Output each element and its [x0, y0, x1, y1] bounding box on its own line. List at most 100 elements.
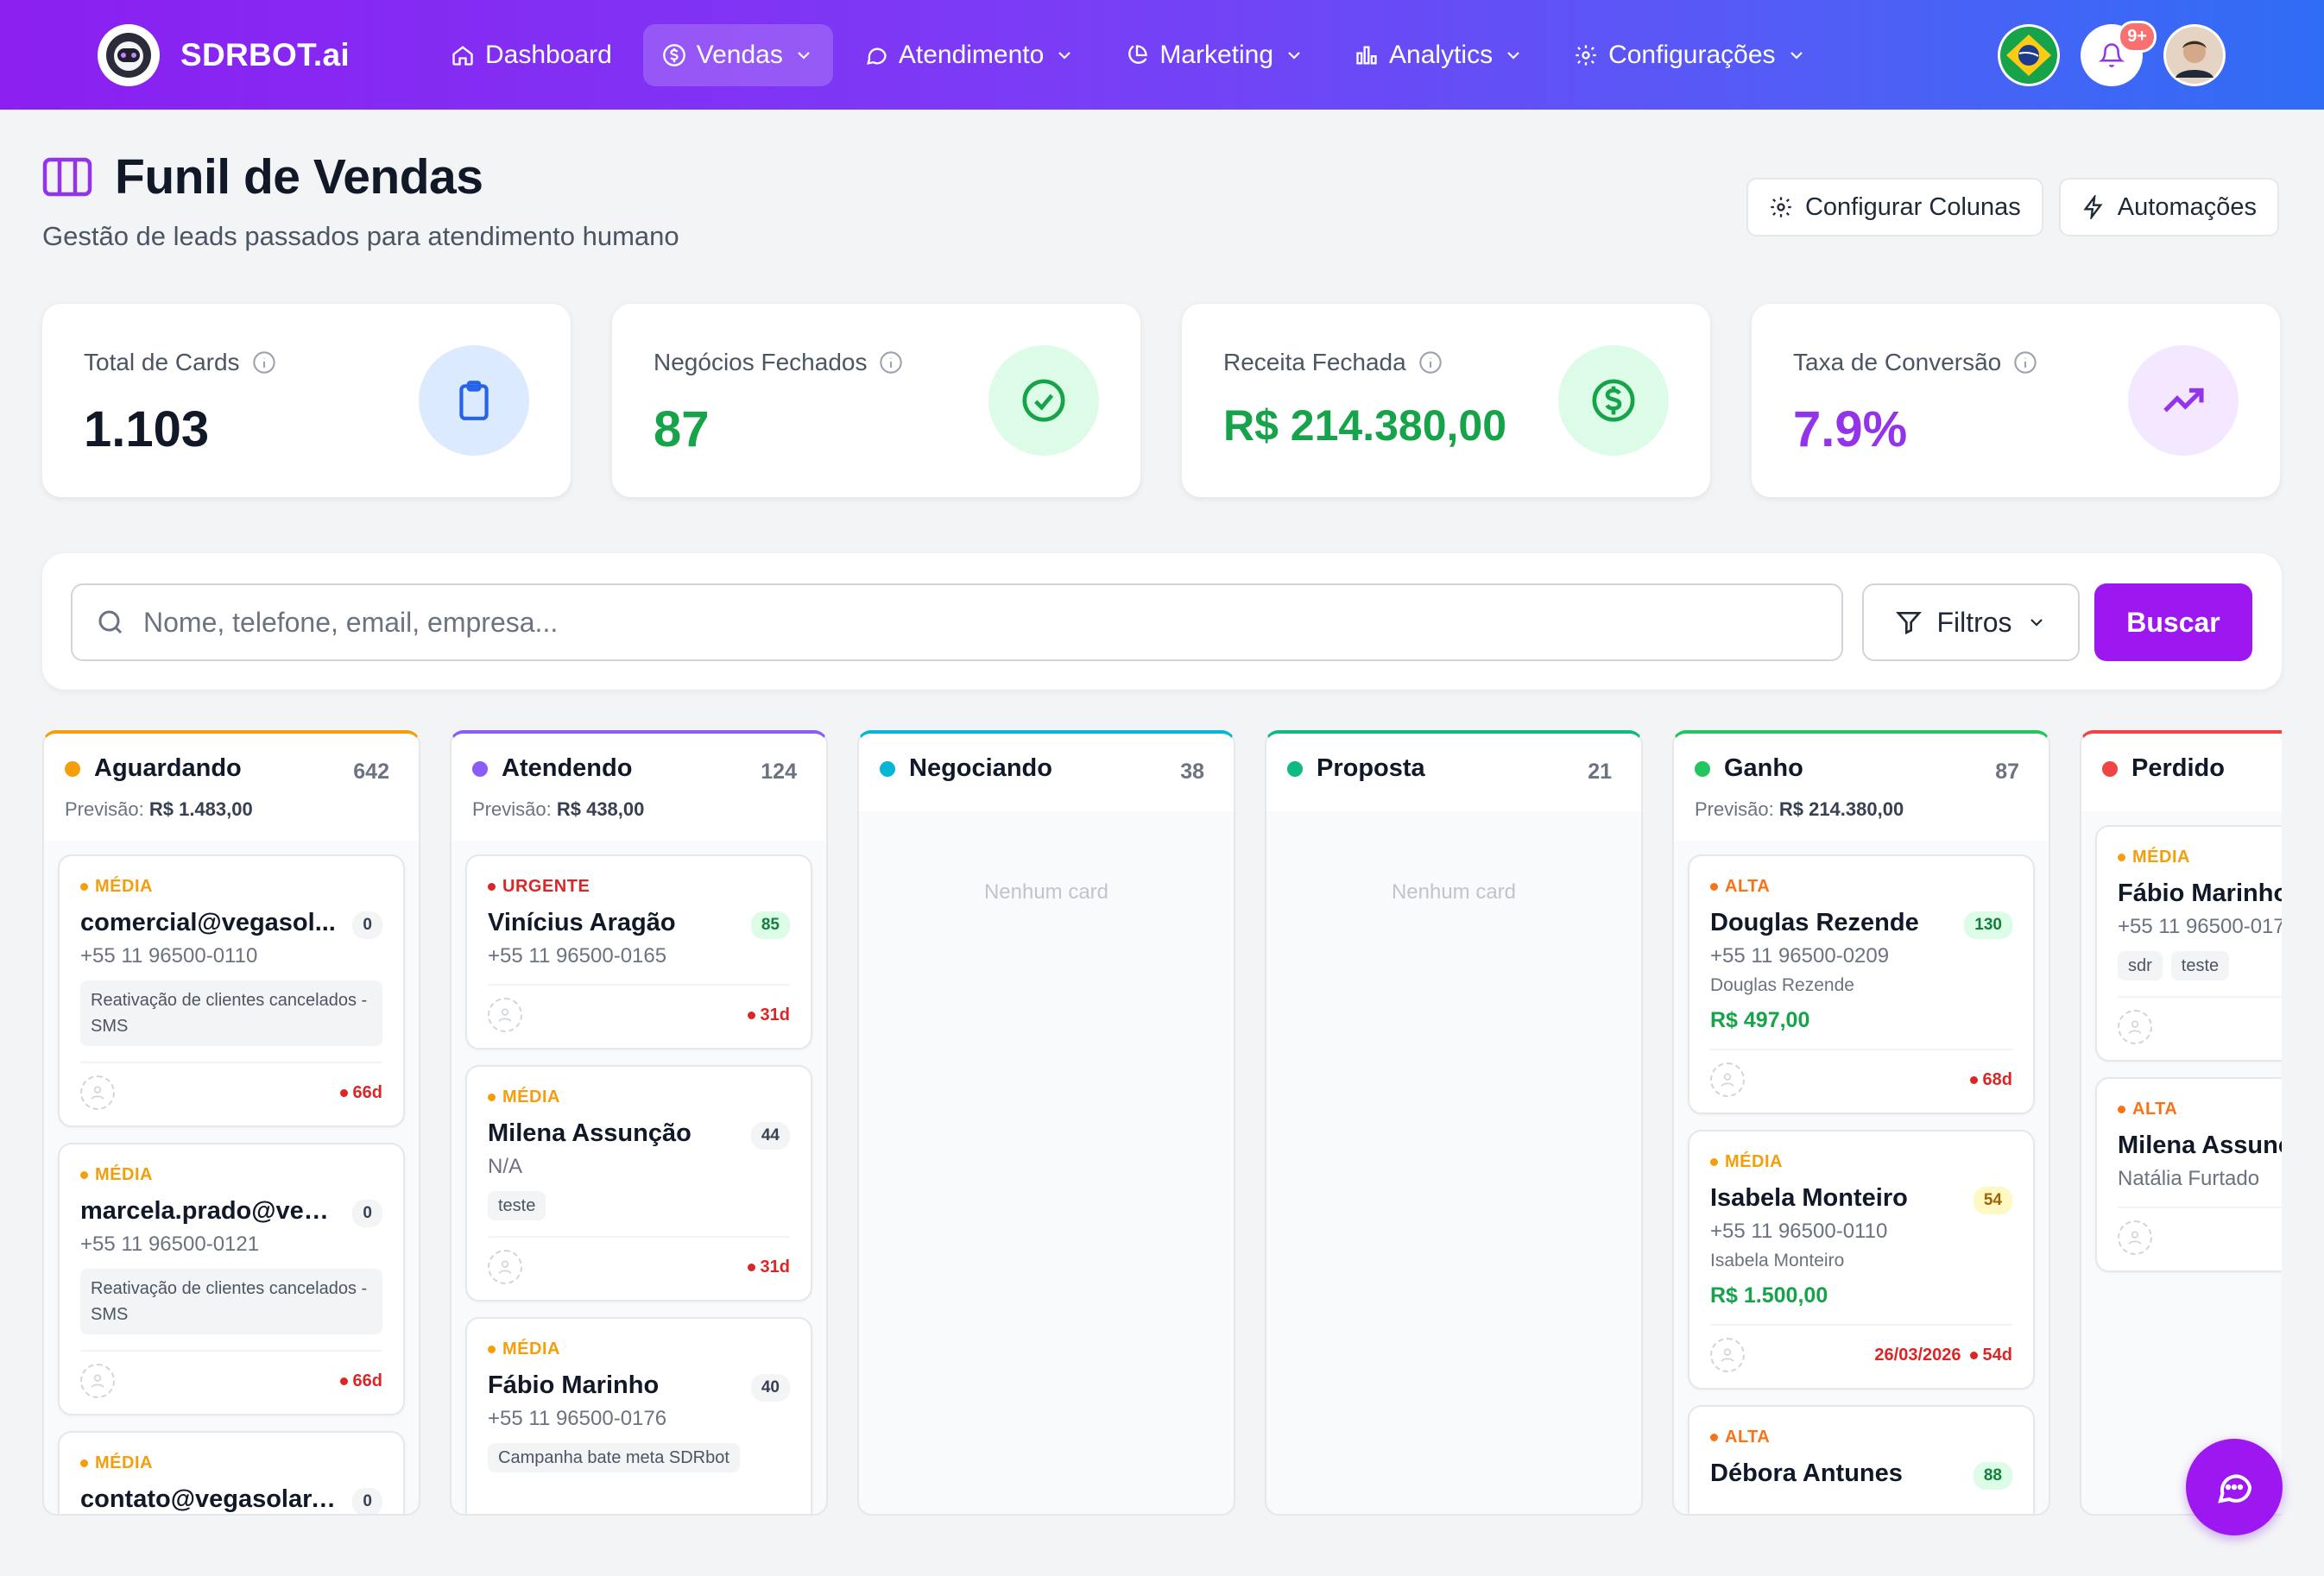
lead-phone: N/A [488, 1155, 523, 1178]
search-input[interactable] [143, 606, 1784, 639]
automations-button[interactable]: Automações [2058, 178, 2279, 236]
lead-card[interactable]: MÉDIA Milena Assunção 44 N/A teste 31d [465, 1065, 812, 1302]
nav-item-vendas[interactable]: Vendas [642, 24, 833, 86]
stat-label: Negócios Fechados [654, 349, 868, 375]
configure-columns-button[interactable]: Configurar Colunas [1746, 178, 2043, 236]
column-count: 124 [761, 760, 797, 784]
bell-icon [2099, 43, 2125, 67]
nav-item-marketing[interactable]: Marketing [1106, 24, 1323, 86]
column-header: Negociando 38 [859, 734, 1234, 811]
trending-up-icon [2128, 345, 2239, 456]
column-title: Negociando [909, 754, 1052, 782]
stat-value: 1.103 [84, 401, 210, 457]
lead-phone: +55 11 96500-0176 [488, 1407, 667, 1430]
stat-value: 87 [654, 401, 710, 457]
column-count: 87 [1995, 760, 2019, 784]
dollar-circle-icon [662, 44, 685, 66]
configure-columns-label: Configurar Colunas [1804, 192, 2021, 221]
language-selector[interactable] [1998, 24, 2060, 86]
lead-card[interactable]: MÉDIA Fábio Marinho +55 11 96500-0176 sd… [2095, 825, 2282, 1062]
stat-label: Taxa de Conversão [1793, 349, 2002, 375]
lead-name: Milena Assunção [2118, 1132, 2282, 1159]
forecast-value: R$ 1.483,00 [148, 798, 253, 820]
tag: sdr [2118, 951, 2163, 980]
nav-item-analytics[interactable]: Analytics [1336, 24, 1543, 86]
assignee-avatar[interactable] [80, 1075, 115, 1110]
info-icon[interactable] [879, 350, 903, 375]
assignee-avatar[interactable] [2118, 1220, 2152, 1255]
tag: teste [488, 1191, 546, 1220]
brand-name: SDRBOT.ai [180, 37, 350, 72]
automations-label: Automações [2117, 192, 2257, 221]
info-icon[interactable] [1418, 350, 1443, 375]
contact-name: Douglas Rezende [1710, 975, 1854, 995]
search-field[interactable] [71, 583, 1843, 661]
lead-phone: +55 11 96500-0110 [80, 944, 258, 968]
campaign-tag: Campanha bate meta SDRbot [488, 1443, 740, 1472]
days-badge: 66d [339, 1371, 382, 1391]
assignee-avatar[interactable] [488, 1250, 522, 1284]
lead-card[interactable]: ALTA Douglas Rezende 130 +55 11 96500-02… [1688, 854, 2035, 1114]
info-icon[interactable] [252, 350, 276, 375]
nav-item-atendimento[interactable]: Atendimento [845, 24, 1094, 86]
assignee-avatar[interactable] [1710, 1062, 1745, 1097]
bar-chart-icon [1356, 46, 1377, 65]
lead-name: Débora Antunes [1710, 1459, 1903, 1487]
lead-card[interactable]: MÉDIA contato@vegasolar.... 0 [58, 1431, 405, 1514]
lead-score: 0 [352, 1488, 382, 1514]
nav-item-label: Dashboard [485, 41, 612, 69]
campaign-tag: Reativação de clientes cancelados - SMS [80, 980, 382, 1046]
nav-item-label: Configurações [1608, 41, 1776, 69]
user-avatar[interactable] [2163, 24, 2226, 86]
stat-card-conversion: Taxa de Conversão 7.9% [1752, 304, 2280, 497]
lead-card[interactable]: ALTA Débora Antunes 88 [1688, 1405, 2035, 1514]
column-title: Proposta [1317, 754, 1425, 782]
priority-label: ALTA [1710, 877, 2012, 897]
brand[interactable]: SDRBOT.ai [98, 24, 350, 86]
brazil-flag-icon [2000, 27, 2057, 84]
nav-item-configuracoes[interactable]: Configurações [1555, 24, 1825, 86]
lead-score: 0 [352, 1200, 382, 1227]
search-button[interactable]: Buscar [2094, 583, 2252, 661]
priority-label: URGENTE [488, 877, 790, 897]
column-atendendo: Atendendo 124 Previsão: R$ 438,00 URGENT… [450, 730, 828, 1516]
stat-card-total-cards: Total de Cards 1.103 [42, 304, 571, 497]
lead-card[interactable]: MÉDIA marcela.prado@veg... 0 +55 11 9650… [58, 1143, 405, 1415]
lead-card[interactable]: ALTA Milena Assunção Natália Furtado [2095, 1077, 2282, 1272]
lead-card[interactable]: URGENTE Vinícius Aragão 85 +55 11 96500-… [465, 854, 812, 1050]
deal-value: R$ 497,00 [1710, 1008, 1810, 1032]
filter-icon [1896, 612, 1923, 635]
chevron-down-icon [1058, 52, 1071, 60]
assignee-avatar[interactable] [1710, 1338, 1745, 1372]
lead-score: 40 [750, 1374, 790, 1402]
lead-score: 0 [352, 911, 382, 939]
column-title: Aguardando [94, 754, 242, 782]
assignee-avatar[interactable] [80, 1364, 115, 1398]
forecast-label: Previsão: [65, 798, 144, 820]
contact-name: Natália Furtado [2118, 1167, 2260, 1190]
assignee-avatar[interactable] [2118, 1010, 2152, 1044]
lead-card[interactable]: MÉDIA Isabela Monteiro 54 +55 11 96500-0… [1688, 1130, 2035, 1390]
forecast-value: R$ 438,00 [556, 798, 645, 820]
search-panel: Filtros Buscar [42, 553, 2282, 690]
priority-label: MÉDIA [488, 1087, 790, 1107]
lead-name: contato@vegasolar.... [80, 1485, 339, 1513]
lead-card[interactable]: MÉDIA comercial@vegasol... 0 +55 11 9650… [58, 854, 405, 1127]
user-icon [498, 1260, 512, 1274]
stat-value: 7.9% [1793, 401, 1908, 457]
nav-item-dashboard[interactable]: Dashboard [432, 24, 631, 86]
robot-logo-icon [98, 24, 160, 86]
empty-state: Nenhum card [1391, 880, 1517, 904]
lead-card[interactable]: MÉDIA Fábio Marinho 40 +55 11 96500-0176… [465, 1317, 812, 1514]
filters-button[interactable]: Filtros [1862, 583, 2080, 661]
column-perdido: Perdido MÉDIA Fábio Marinho +55 11 96500… [2080, 730, 2282, 1516]
status-dot [1695, 760, 1710, 777]
column-ganho: Ganho 87 Previsão: R$ 214.380,00 ALTA Do… [1672, 730, 2050, 1516]
empty-state: Nenhum card [983, 880, 1109, 904]
assignee-avatar[interactable] [488, 998, 522, 1032]
notifications-button[interactable]: 9+ [2081, 21, 2157, 86]
stat-label: Receita Fechada [1223, 349, 1406, 375]
status-dot [472, 760, 488, 777]
info-icon[interactable] [2013, 350, 2037, 375]
chat-fab-button[interactable] [2186, 1439, 2283, 1535]
